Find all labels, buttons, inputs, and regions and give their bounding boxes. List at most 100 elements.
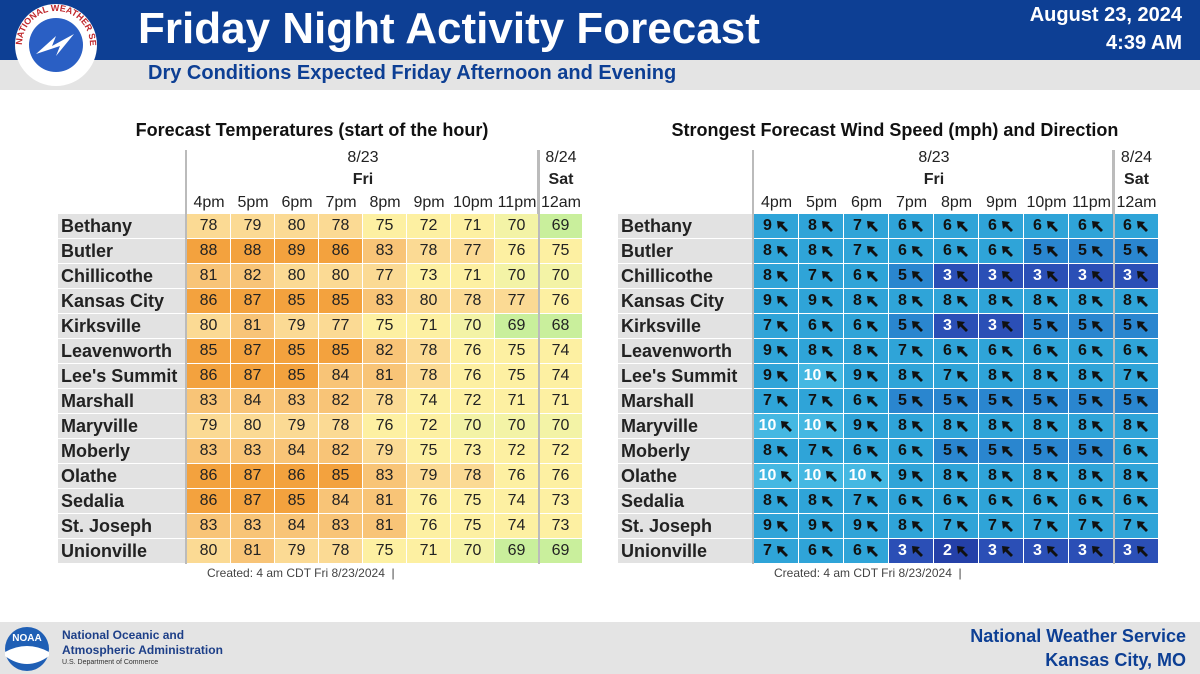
row-name: Sedalia — [58, 489, 187, 514]
row-name: St. Joseph — [618, 514, 754, 539]
wind-cell: 3 — [1069, 539, 1114, 564]
wind-speed: 8 — [898, 367, 907, 384]
wind-cell: 6 — [844, 439, 889, 464]
noaa-line: Atmospheric Administration — [62, 643, 223, 657]
wind-speed: 6 — [988, 342, 997, 359]
temp-cell: 75 — [495, 364, 539, 389]
wind-cell: 6 — [1114, 439, 1159, 464]
wind-speed: 10 — [803, 467, 822, 484]
wind-speed: 6 — [898, 242, 907, 259]
wind-arrow — [1091, 496, 1103, 507]
temp-cell: 73 — [539, 489, 583, 514]
temp-cell: 79 — [275, 414, 319, 439]
wind-speed: 8 — [853, 342, 862, 359]
wind-arrow — [1136, 521, 1148, 532]
wind-cell: 8 — [934, 289, 979, 314]
wind-cell: 5 — [889, 389, 934, 414]
wind-speed: 5 — [1078, 442, 1087, 459]
wind-cell: 7 — [754, 389, 799, 414]
temp-cell: 68 — [539, 314, 583, 339]
wind-speed: 8 — [988, 292, 997, 309]
row-name: Unionville — [58, 539, 187, 564]
wind-speed: 6 — [1123, 342, 1132, 359]
temp-cell: 74 — [539, 364, 583, 389]
wind-speed: 6 — [943, 217, 952, 234]
wind-speed: 7 — [1123, 517, 1132, 534]
temp-cell: 85 — [275, 364, 319, 389]
wind-arrow — [1001, 446, 1013, 457]
wind-cell: 3 — [1024, 539, 1069, 564]
temp-cell: 70 — [539, 414, 583, 439]
temp-cell: 80 — [275, 264, 319, 289]
temp-cell: 76 — [451, 339, 495, 364]
wind-speed: 8 — [1078, 467, 1087, 484]
wind-speed: 9 — [808, 517, 817, 534]
wind-arrow — [956, 321, 968, 332]
temp-cell: 71 — [407, 314, 451, 339]
wind-speed: 8 — [1033, 467, 1042, 484]
wind-arrow — [866, 321, 878, 332]
wind-cell: 6 — [844, 264, 889, 289]
temp-cell: 73 — [539, 514, 583, 539]
wind-cell: 10 — [754, 464, 799, 489]
row-name: Leavenworth — [58, 339, 187, 364]
wind-arrow — [911, 446, 923, 457]
row-name: Chillicothe — [618, 264, 754, 289]
wind-speed: 8 — [988, 367, 997, 384]
wind-cell: 6 — [979, 239, 1024, 264]
wind-speed: 6 — [943, 242, 952, 259]
wind-speed: 7 — [808, 442, 817, 459]
temp-cell: 71 — [495, 389, 539, 414]
temp-cell: 69 — [495, 314, 539, 339]
temp-cell: 70 — [495, 264, 539, 289]
wind-arrow — [821, 246, 833, 257]
date: August 23, 2024 — [1029, 4, 1182, 26]
wind-cell: 10 — [754, 414, 799, 439]
temp-cell: 79 — [275, 314, 319, 339]
wind-speed: 3 — [1078, 542, 1087, 559]
wind-arrow — [1136, 396, 1148, 407]
row-name: Kirksville — [618, 314, 754, 339]
temp-cell: 81 — [231, 314, 275, 339]
row-name: Bethany — [618, 214, 754, 239]
temp-cell: 71 — [451, 264, 495, 289]
wind-cell: 7 — [799, 264, 844, 289]
wind-arrow — [1136, 371, 1148, 382]
temp-cell: 82 — [319, 439, 363, 464]
wind-speed: 9 — [853, 517, 862, 534]
wind-arrow — [911, 221, 923, 232]
wind-arrow — [776, 321, 788, 332]
wind-arrow — [1091, 246, 1103, 257]
temp-cell: 77 — [495, 289, 539, 314]
wind-speed: 7 — [763, 542, 772, 559]
temp-cell: 82 — [231, 264, 275, 289]
temp-cell: 73 — [451, 439, 495, 464]
wind-speed: 5 — [1078, 242, 1087, 259]
wind-cell: 6 — [934, 239, 979, 264]
date-label: 8/24 — [1120, 149, 1153, 166]
wind-speed: 9 — [853, 417, 862, 434]
wind-cell: 3 — [889, 539, 934, 564]
wind-speed: 6 — [853, 392, 862, 409]
wind-arrow — [911, 546, 923, 557]
wind-speed: 8 — [808, 217, 817, 234]
temp-cell: 72 — [495, 439, 539, 464]
temp-cell: 70 — [451, 314, 495, 339]
footer-bar — [0, 622, 1200, 674]
wind-speed: 5 — [943, 442, 952, 459]
temp-cell: 88 — [231, 239, 275, 264]
wind-speed: 6 — [988, 217, 997, 234]
time: 4:39 AM — [1106, 32, 1182, 54]
temp-cell: 79 — [231, 214, 275, 239]
wind-cell: 9 — [754, 514, 799, 539]
row-name: Butler — [58, 239, 187, 264]
wind-arrow — [956, 396, 968, 407]
wind-speed: 6 — [898, 492, 907, 509]
temp-cell: 74 — [539, 339, 583, 364]
wind-cell: 3 — [979, 539, 1024, 564]
date-label: 8/23 — [347, 149, 379, 166]
wind-arrow — [821, 321, 833, 332]
day-label: Fri — [923, 171, 945, 188]
temp-cell: 70 — [451, 539, 495, 564]
temp-cell: 79 — [187, 414, 231, 439]
